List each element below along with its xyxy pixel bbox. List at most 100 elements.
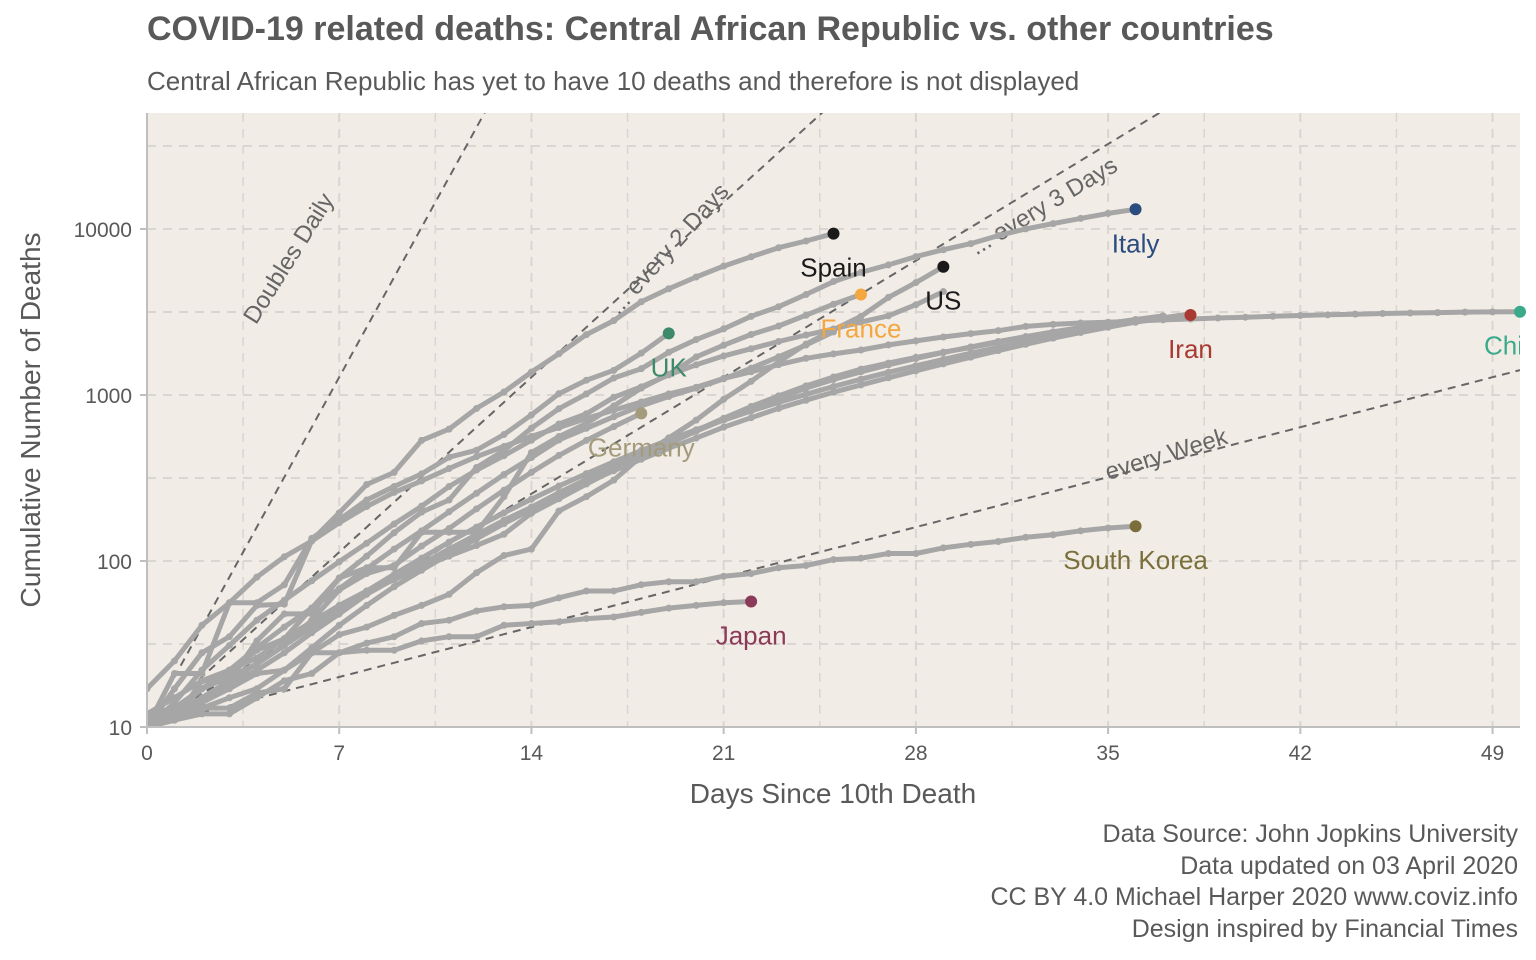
data-point	[445, 552, 453, 560]
series-endpoint	[635, 407, 648, 420]
data-point	[445, 524, 453, 532]
data-point	[1104, 524, 1112, 532]
data-point	[308, 616, 316, 624]
data-point	[170, 670, 178, 678]
data-point	[720, 341, 728, 349]
data-point	[445, 633, 453, 641]
data-point	[939, 288, 947, 296]
plot-background	[147, 113, 1520, 727]
data-point	[1077, 214, 1085, 222]
data-point	[555, 405, 563, 413]
x-tick-label: 21	[712, 742, 735, 765]
data-point	[445, 453, 453, 461]
data-point	[445, 590, 453, 598]
series-label: UK	[651, 352, 688, 382]
data-point	[418, 563, 426, 571]
data-point	[335, 649, 343, 657]
data-point	[637, 384, 645, 392]
data-point	[418, 637, 426, 645]
data-point	[1049, 531, 1057, 539]
data-point	[390, 611, 398, 619]
x-tick-label: 0	[141, 742, 153, 765]
data-point	[280, 685, 288, 693]
data-point	[582, 470, 590, 478]
data-point	[747, 312, 755, 320]
caption-line: CC BY 4.0 Michael Harper 2020 www.coviz.…	[990, 883, 1518, 911]
data-point	[967, 343, 975, 351]
data-point	[1351, 310, 1359, 318]
series-endpoint	[937, 260, 950, 273]
data-point	[1159, 316, 1167, 324]
data-point	[692, 427, 700, 435]
data-point	[967, 240, 975, 248]
data-point	[253, 660, 261, 668]
data-point	[802, 354, 810, 362]
data-point	[555, 451, 563, 459]
data-point	[527, 432, 535, 440]
data-point	[610, 458, 618, 466]
data-point	[198, 621, 206, 629]
data-point	[363, 502, 371, 510]
data-point	[802, 390, 810, 398]
data-point	[994, 327, 1002, 335]
data-point	[610, 423, 618, 431]
data-point	[884, 312, 892, 320]
data-point	[170, 716, 178, 724]
data-point	[445, 538, 453, 546]
data-point	[912, 253, 920, 261]
data-point	[308, 670, 316, 678]
chart-subtitle: Central African Republic has yet to have…	[147, 66, 1080, 96]
data-point	[473, 489, 481, 497]
data-point	[555, 433, 563, 441]
data-point	[527, 468, 535, 476]
data-point	[418, 477, 426, 485]
data-point	[363, 481, 371, 489]
data-point	[830, 350, 837, 358]
data-point	[280, 553, 288, 561]
data-point	[418, 470, 426, 478]
guide-line	[147, 113, 486, 727]
data-point	[418, 542, 426, 550]
data-point	[665, 390, 673, 398]
data-point	[225, 704, 233, 712]
data-point	[418, 601, 426, 609]
data-point	[692, 416, 700, 424]
data-point	[830, 388, 837, 396]
data-point	[747, 331, 755, 339]
data-point	[830, 278, 837, 286]
data-point	[225, 666, 233, 674]
data-point	[390, 633, 398, 641]
data-point	[775, 338, 783, 346]
data-point	[692, 578, 700, 586]
data-point	[500, 530, 508, 538]
data-point	[637, 298, 645, 306]
data-point	[1296, 312, 1304, 320]
guide-line	[147, 113, 824, 727]
data-point	[775, 392, 783, 400]
data-point	[473, 607, 481, 615]
data-point	[390, 529, 398, 537]
chart-title: COVID-19 related deaths: Central African…	[147, 10, 1274, 48]
data-point	[994, 538, 1002, 546]
data-point	[335, 558, 343, 566]
data-point	[720, 262, 728, 270]
data-point	[473, 535, 481, 543]
data-point	[473, 505, 481, 513]
data-point	[1269, 312, 1277, 320]
data-point	[280, 623, 288, 631]
data-point	[582, 493, 590, 501]
data-point	[610, 366, 618, 374]
data-point	[747, 253, 755, 261]
data-point	[857, 554, 865, 562]
data-point	[802, 311, 810, 319]
data-point	[994, 232, 1002, 240]
data-point	[335, 586, 343, 594]
data-point	[308, 577, 316, 585]
data-point	[610, 374, 618, 382]
data-point	[692, 273, 700, 281]
data-point	[390, 468, 398, 476]
y-tick-label: 10	[109, 717, 132, 740]
data-point	[665, 348, 673, 356]
data-point	[555, 495, 563, 503]
data-point	[775, 361, 783, 369]
